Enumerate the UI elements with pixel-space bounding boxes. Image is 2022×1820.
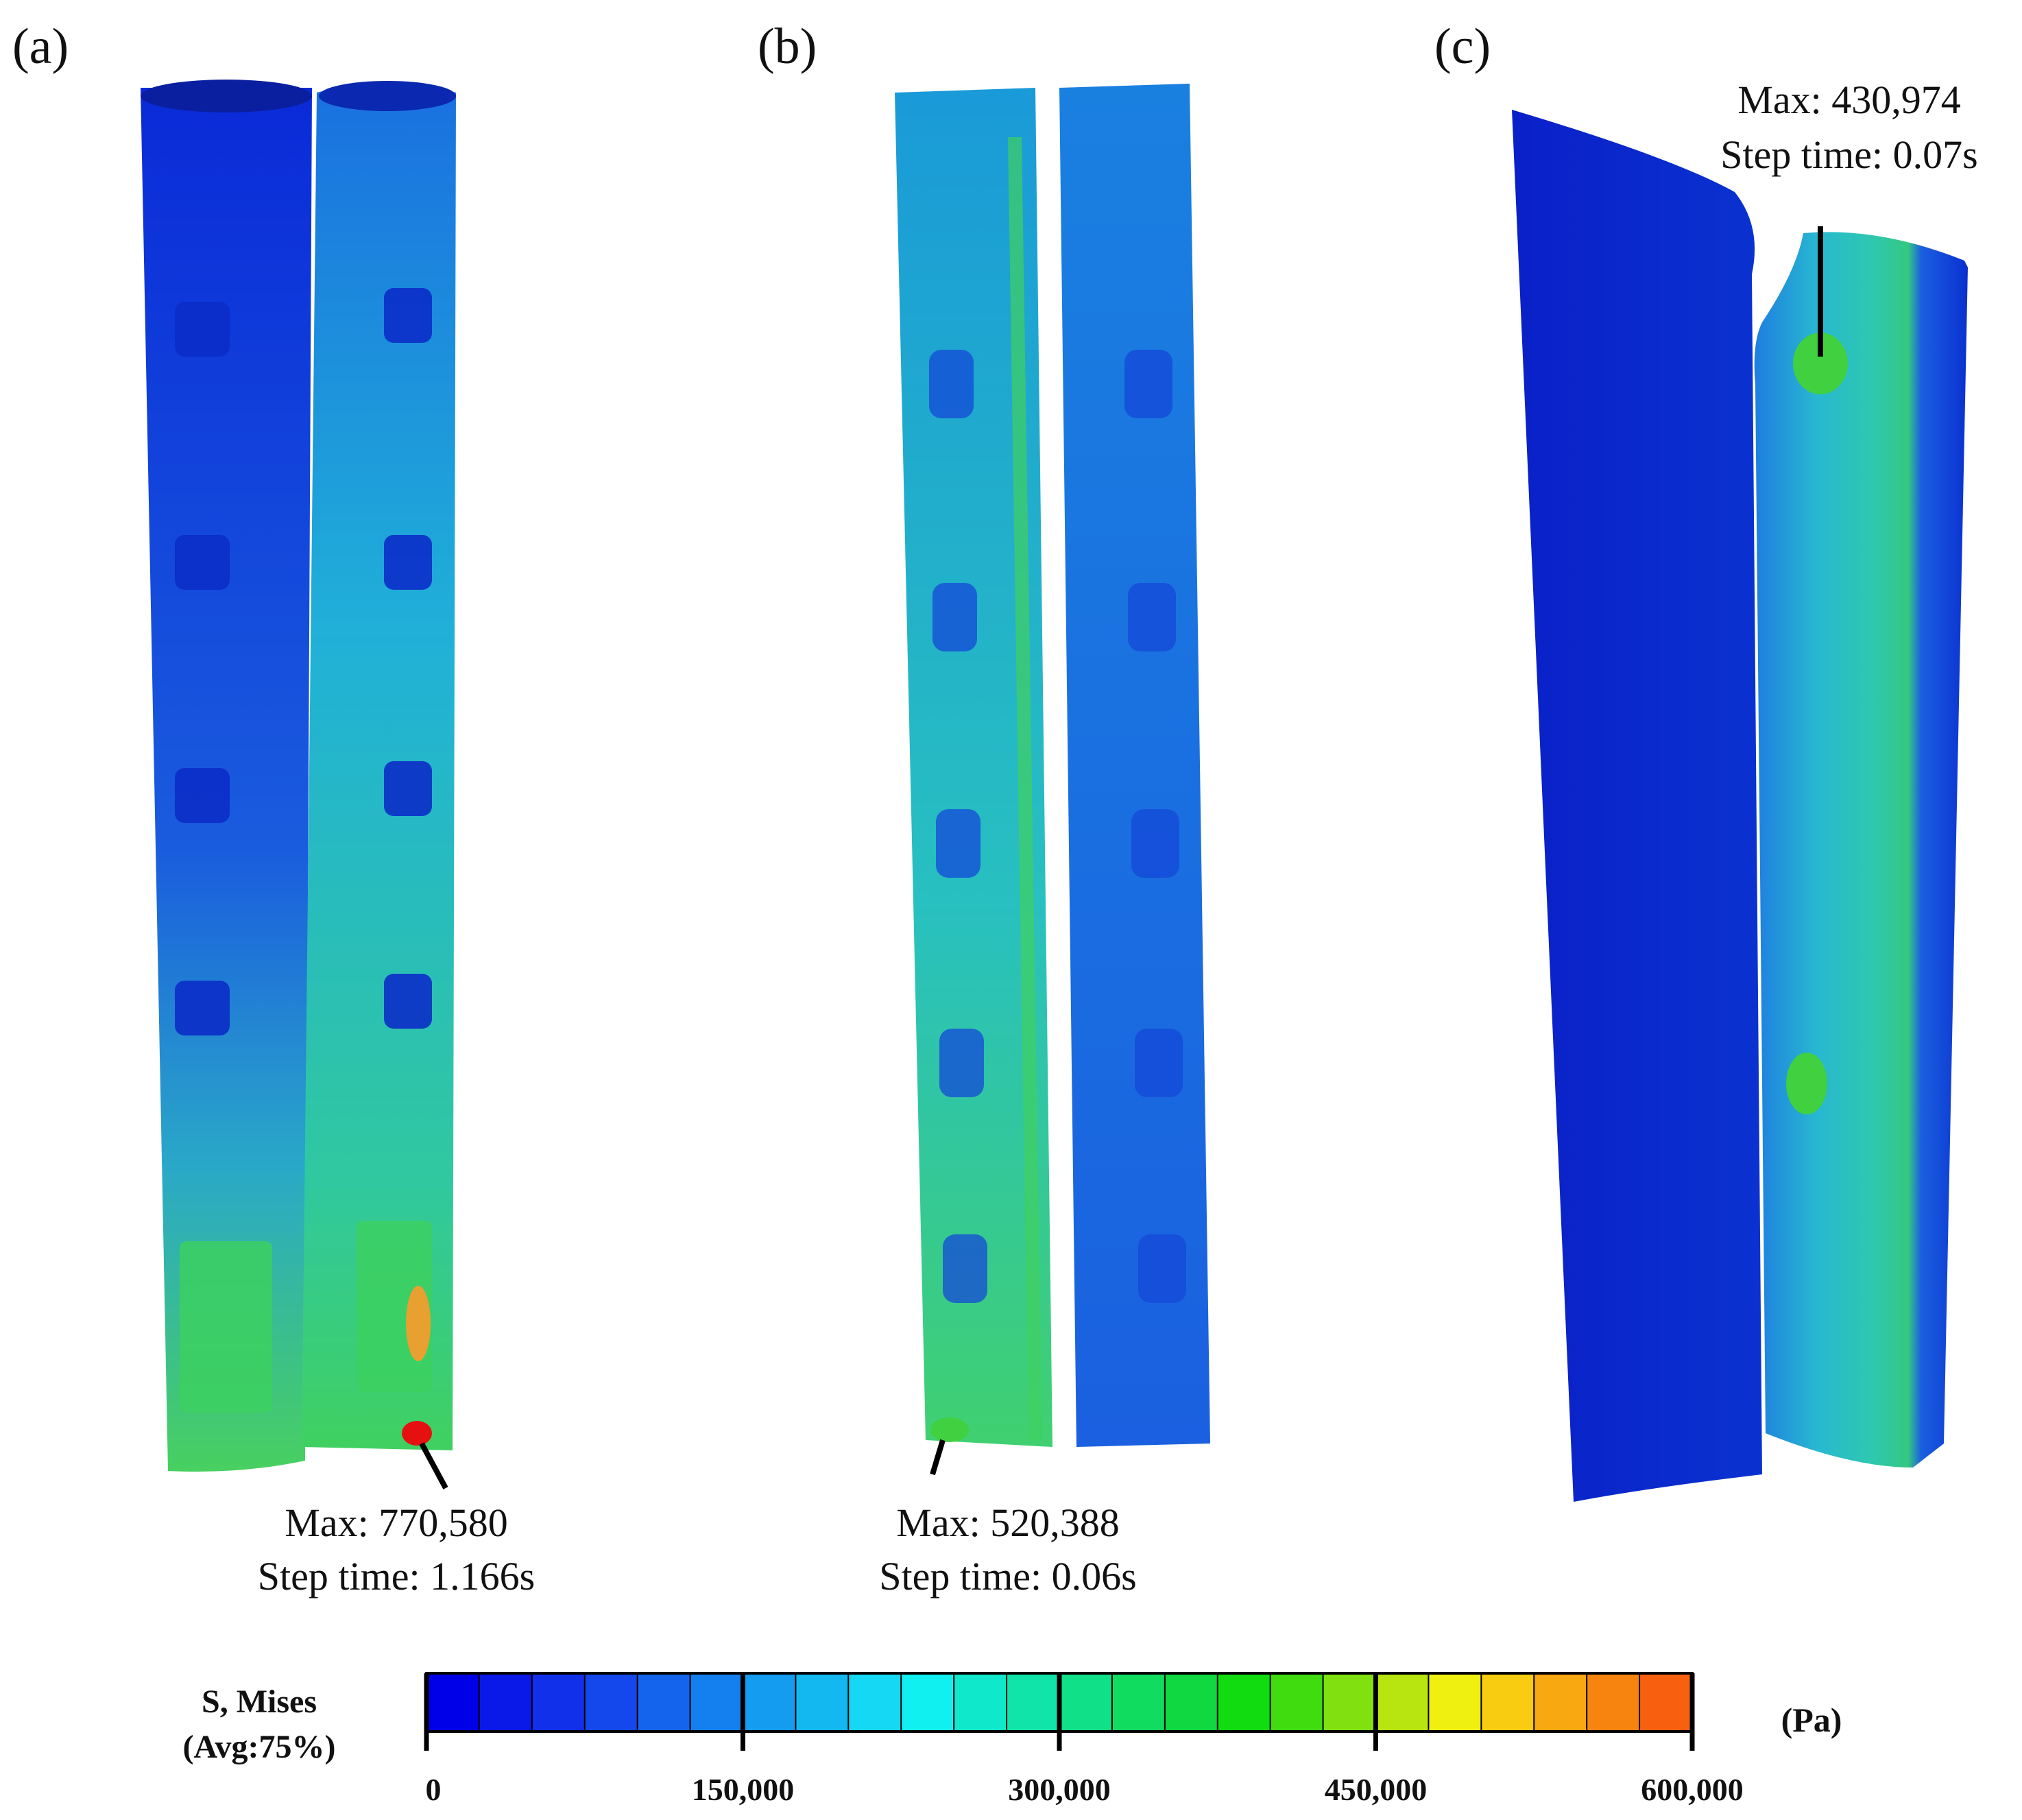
panel-a-max-text: Max: 770,580 [285, 1500, 507, 1545]
panel-a-left-top-rim [141, 80, 312, 112]
panel-b: (b) Max: 520,388 Step time: 0.06s [758, 19, 1210, 1599]
colorbar-segment [531, 1673, 586, 1732]
panel-b-label: (b) [758, 19, 817, 75]
panel-b-step-text: Step time: 0.06s [879, 1554, 1136, 1599]
panel-a-label: (a) [12, 19, 69, 75]
legend-colorbar [425, 1672, 1694, 1733]
colorbar-segment [584, 1673, 638, 1732]
panel-a-right-hotspot [406, 1286, 431, 1361]
panel-c-label: (c) [1434, 19, 1491, 75]
panel-a-left-bottom-block [180, 1241, 272, 1413]
colorbar-segment [1534, 1673, 1587, 1732]
colorbar-tick-label: 0 [426, 1772, 442, 1807]
panel-a-right-top-rim [319, 81, 456, 111]
legend-title-line2: (Avg:75%) [182, 1729, 335, 1765]
colorbar-segment [1164, 1673, 1218, 1732]
colorbar-segment [1111, 1673, 1166, 1732]
colorbar-segment [1481, 1673, 1534, 1732]
panel-b-leader-line [930, 1439, 946, 1476]
panel-c-lower-hotspot [1786, 1053, 1827, 1114]
colorbar-segment [1587, 1673, 1640, 1732]
panel-c-upper-hotspot [1793, 333, 1848, 394]
panel-a-leader-line [419, 1442, 448, 1489]
colorbar-segment [1428, 1673, 1482, 1732]
colorbar-segment [954, 1673, 1007, 1732]
colorbar-segment [690, 1673, 743, 1732]
panel-b-max-hotspot [930, 1417, 969, 1442]
panel-a-right-shell [302, 84, 456, 1450]
colorbar-segment [1007, 1673, 1060, 1732]
colorbar-segment [1375, 1673, 1429, 1732]
colorbar-segment [637, 1673, 691, 1732]
panel-c-left-shell [1512, 110, 1762, 1502]
panel-a: (a) Max: 770,580 Step time: 1.166s [12, 19, 535, 1599]
legend: S, Mises (Avg:75%) 0 150,000 300,000 450,00… [182, 1672, 1842, 1807]
panel-c-max-text: Max: 430,974 [1737, 77, 1960, 122]
panel-b-max-text: Max: 520,388 [896, 1500, 1119, 1545]
colorbar-segment [1639, 1673, 1693, 1732]
panel-b-stress-band [1008, 137, 1042, 1440]
colorbar-tick-label: 600,000 [1641, 1772, 1744, 1807]
colorbar-segment [1059, 1673, 1113, 1732]
panel-a-pockets [175, 288, 432, 1035]
colorbar-segment [901, 1673, 954, 1732]
colorbar-segment [795, 1673, 849, 1732]
colorbar-tick-label: 300,000 [1008, 1772, 1111, 1807]
colorbar-segment [426, 1673, 480, 1732]
colorbar-segment [1217, 1673, 1271, 1732]
colorbar-segment [848, 1673, 902, 1732]
colorbar-segment [1323, 1673, 1376, 1732]
colorbar-segment [1270, 1673, 1324, 1732]
panel-c: (c) Max: 430,974 Step time: 0.07s [1434, 19, 1978, 1502]
colorbar-tick-label: 150,000 [692, 1772, 795, 1807]
colorbar-tick-label: 450,000 [1325, 1772, 1428, 1807]
legend-ticks: 0 150,000 300,000 450,000 600,000 [424, 1673, 1744, 1807]
panel-b-right-shell [1059, 84, 1210, 1447]
colorbar-segment [743, 1673, 796, 1732]
panel-a-max-hotspot [402, 1421, 432, 1446]
legend-title-line1: S, Mises [202, 1684, 317, 1720]
legend-unit: (Pa) [1781, 1701, 1842, 1739]
panel-c-right-shell [1754, 232, 1968, 1468]
colorbar-segment [479, 1673, 533, 1732]
panel-a-step-text: Step time: 1.166s [258, 1554, 535, 1599]
panel-b-pockets [929, 350, 1186, 1303]
panel-c-step-text: Step time: 0.07s [1720, 132, 1977, 177]
